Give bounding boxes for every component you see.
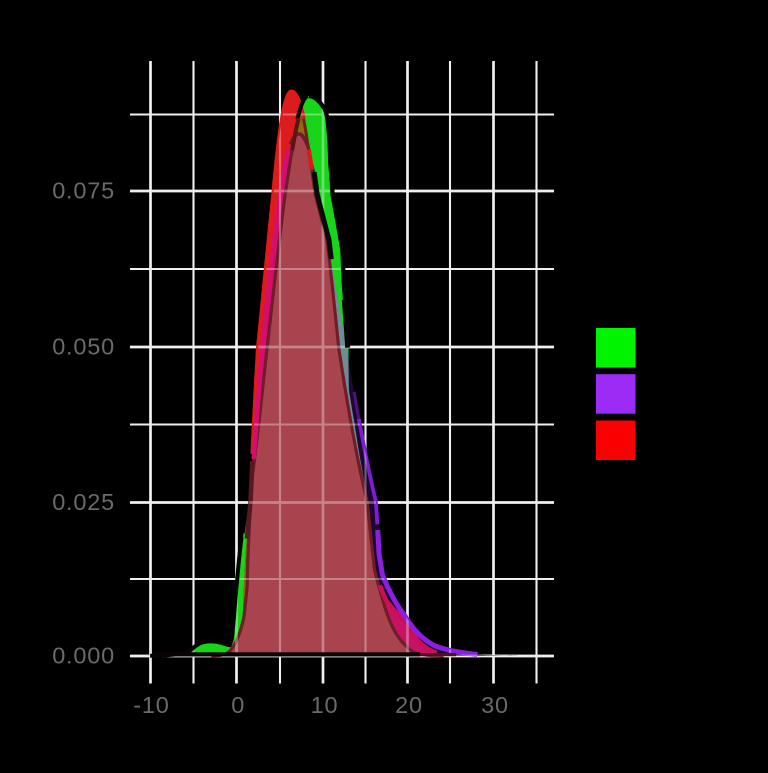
svg-text:-10: -10 [133,692,169,718]
svg-text:30: 30 [481,692,509,718]
svg-text:20: 20 [395,692,423,718]
svg-text:0.075: 0.075 [52,178,115,204]
svg-text:0.050: 0.050 [52,334,115,360]
svg-text:0.025: 0.025 [52,489,115,515]
svg-text:0.000: 0.000 [52,643,115,669]
svg-text:10: 10 [311,692,339,718]
svg-text:0: 0 [231,692,245,718]
